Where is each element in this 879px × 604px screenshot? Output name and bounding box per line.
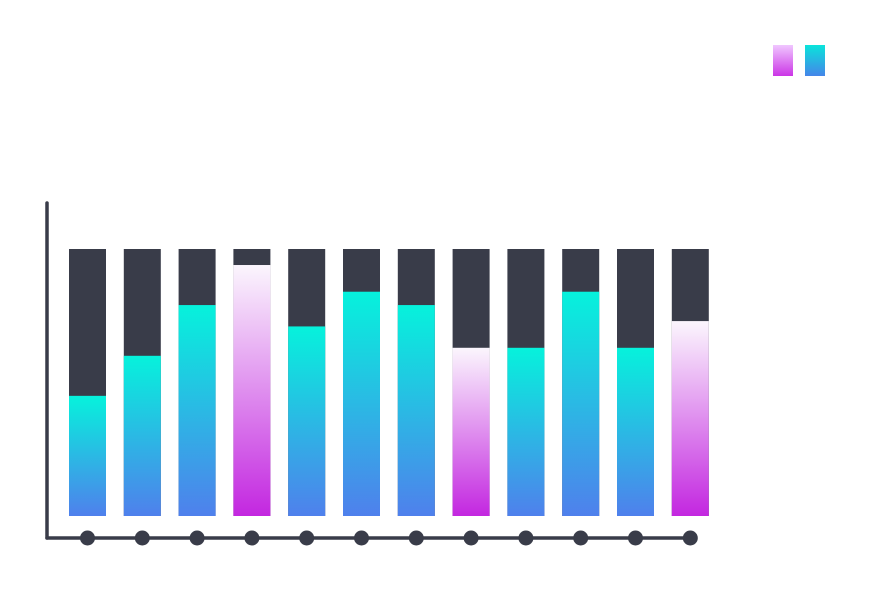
x-tick-markers xyxy=(80,530,698,546)
bar-fill-cyan xyxy=(123,355,161,516)
bar-2 xyxy=(123,249,161,516)
x-tick-dot xyxy=(80,530,95,546)
bar-fill-magenta xyxy=(452,347,490,516)
x-tick-dot xyxy=(463,530,479,546)
legend-swatch-cyan xyxy=(805,45,825,76)
legend xyxy=(773,45,825,76)
x-tick-dot xyxy=(189,530,205,546)
x-tick-dot xyxy=(518,530,534,546)
bar-1 xyxy=(69,249,106,516)
bar-fill-cyan xyxy=(617,347,654,516)
bar-fill-cyan xyxy=(507,347,545,516)
bar-3 xyxy=(178,249,216,516)
bar-fill-cyan xyxy=(562,291,600,516)
x-tick-dot xyxy=(682,530,698,546)
bar-9 xyxy=(507,249,545,516)
bar-fill-cyan xyxy=(69,395,106,516)
bar-fill-cyan xyxy=(288,326,326,516)
bar-10 xyxy=(562,249,600,516)
bar-fill-magenta xyxy=(233,265,271,516)
bar-5 xyxy=(288,249,326,516)
x-tick-dot xyxy=(244,530,260,546)
bar-6 xyxy=(343,249,380,516)
x-tick-dot xyxy=(299,530,315,546)
bar-fill-magenta xyxy=(671,321,709,516)
x-tick-dot xyxy=(408,530,424,546)
bars-group xyxy=(69,249,709,516)
bar-8 xyxy=(452,249,490,516)
x-tick-dot xyxy=(134,530,150,546)
bar-fill-cyan xyxy=(343,291,380,516)
x-tick-dot xyxy=(354,530,369,546)
bar-7 xyxy=(397,249,435,516)
bar-fill-cyan xyxy=(178,305,216,516)
legend-swatch-magenta xyxy=(773,45,793,76)
x-tick-dot xyxy=(628,530,643,546)
bar-fill-cyan xyxy=(397,305,435,516)
x-tick-dot xyxy=(573,530,589,546)
bar-4 xyxy=(233,249,271,516)
bar-12 xyxy=(671,249,709,516)
bar-11 xyxy=(617,249,654,516)
